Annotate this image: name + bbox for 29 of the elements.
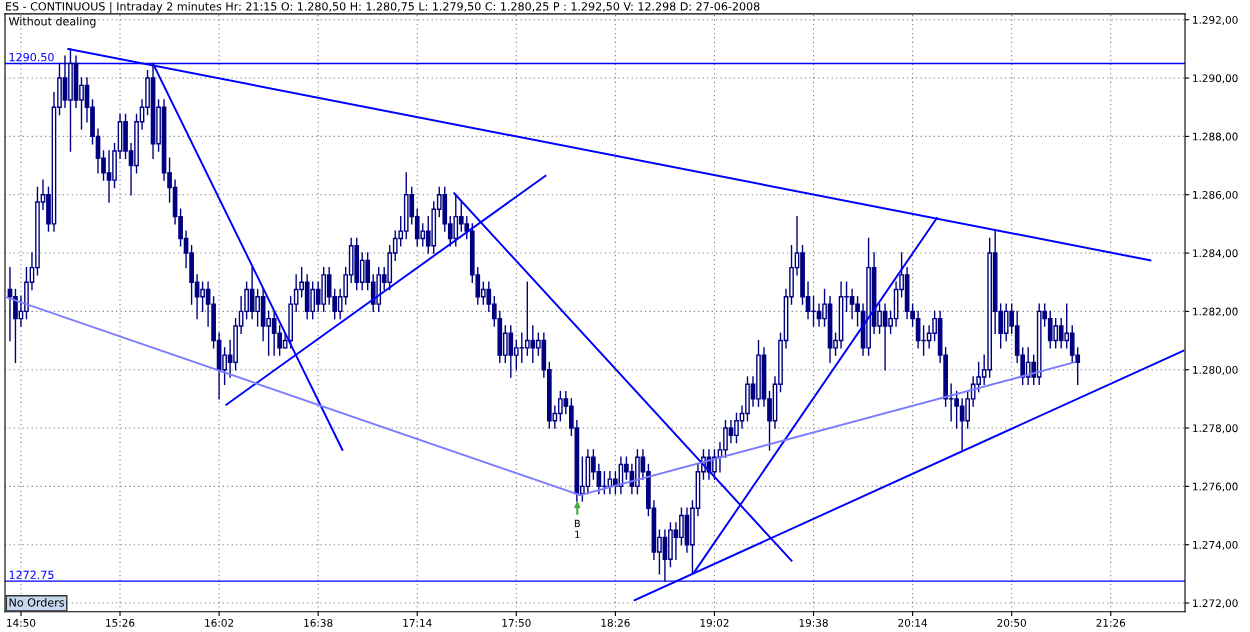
- annotation: B 1: [574, 519, 580, 538]
- x-tick-label: 20:14: [898, 618, 928, 627]
- x-tick-label: 21:26: [1096, 618, 1126, 627]
- y-tick-label: 1.290,00: [1193, 74, 1238, 84]
- x-tick-label: 17:50: [502, 618, 531, 627]
- x-tick-label: 18:26: [601, 618, 630, 627]
- x-tick-label: 16:38: [304, 618, 333, 627]
- ref-line-label: 1290.50: [9, 52, 54, 62]
- annotation: No Orders: [9, 598, 64, 607]
- y-tick-label: 1.282,00: [1193, 307, 1238, 317]
- chart-title: ES - CONTINUOUS | Intraday 2 minutes Hr: 21:15 O: 1.280,50 H: 1.280,75 L: 1.279,50 C: 1.280,25 P : 1.292,50 V: 12.298 D: 27-06-2008: [6, 1, 760, 14]
- y-tick-label: 1.276,00: [1193, 482, 1238, 492]
- x-tick-label: 16:02: [205, 618, 234, 627]
- y-tick-label: 1.286,00: [1193, 190, 1238, 200]
- y-tick-label: 1.272,00: [1193, 599, 1238, 609]
- x-tick-label: 19:38: [799, 618, 828, 627]
- y-tick-label: 1.280,00: [1193, 365, 1238, 375]
- x-tick-label: 19:02: [700, 618, 729, 627]
- ref-line-label: 1272.75: [9, 570, 54, 579]
- annotation: Without dealing: [8, 16, 96, 28]
- x-tick-label: 17:14: [403, 619, 432, 627]
- y-tick-label: 1.288,00: [1193, 132, 1238, 142]
- y-tick-label: 1.292,00: [1193, 15, 1238, 25]
- x-tick-label: 14:50: [7, 618, 36, 627]
- y-tick-label: 1.284,00: [1193, 249, 1238, 259]
- y-tick-label: 1.274,00: [1193, 540, 1238, 550]
- x-tick-label: 20:50: [997, 618, 1026, 627]
- y-tick-label: 1.278,00: [1193, 424, 1238, 434]
- x-tick-label: 15:26: [106, 618, 135, 627]
